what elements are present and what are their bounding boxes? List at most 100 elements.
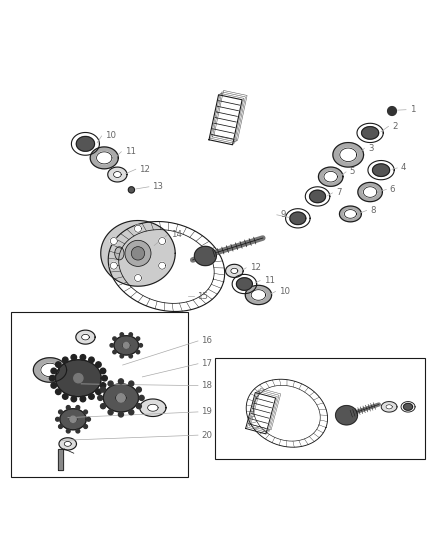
Text: 17: 17 <box>201 359 212 368</box>
Circle shape <box>56 389 61 394</box>
Circle shape <box>84 425 88 429</box>
Polygon shape <box>64 441 71 446</box>
Polygon shape <box>81 334 89 340</box>
Circle shape <box>131 247 145 260</box>
Circle shape <box>134 274 141 281</box>
Polygon shape <box>90 147 118 169</box>
Polygon shape <box>101 221 175 286</box>
Bar <box>215 359 425 459</box>
Polygon shape <box>388 107 396 115</box>
Circle shape <box>51 383 57 388</box>
Text: 8: 8 <box>370 206 376 215</box>
Circle shape <box>100 383 106 388</box>
Circle shape <box>80 396 86 402</box>
Polygon shape <box>96 152 112 164</box>
Circle shape <box>129 333 132 336</box>
Text: 7: 7 <box>336 189 342 197</box>
Circle shape <box>108 381 113 386</box>
Polygon shape <box>403 403 413 410</box>
Circle shape <box>125 240 151 266</box>
Circle shape <box>113 337 116 341</box>
Circle shape <box>117 394 125 402</box>
Ellipse shape <box>115 247 124 260</box>
Circle shape <box>63 394 68 399</box>
Circle shape <box>66 406 70 409</box>
Circle shape <box>100 387 106 392</box>
Polygon shape <box>290 212 306 224</box>
Circle shape <box>98 395 103 400</box>
Circle shape <box>59 410 62 414</box>
Polygon shape <box>340 148 357 161</box>
Text: 4: 4 <box>401 164 406 173</box>
Circle shape <box>136 350 140 354</box>
Polygon shape <box>373 164 390 176</box>
Polygon shape <box>339 206 361 222</box>
Polygon shape <box>103 384 138 412</box>
Circle shape <box>49 375 55 381</box>
Polygon shape <box>336 406 357 425</box>
Polygon shape <box>237 278 252 290</box>
Polygon shape <box>251 289 265 300</box>
Text: 11: 11 <box>125 147 136 156</box>
Circle shape <box>70 416 76 423</box>
Text: 12: 12 <box>139 165 150 174</box>
Polygon shape <box>231 268 238 273</box>
Circle shape <box>129 354 132 358</box>
Circle shape <box>88 357 94 362</box>
Text: 11: 11 <box>264 276 275 285</box>
Circle shape <box>108 410 113 415</box>
Circle shape <box>71 354 77 360</box>
Polygon shape <box>33 358 67 382</box>
Circle shape <box>88 394 94 399</box>
Polygon shape <box>344 209 357 219</box>
Polygon shape <box>358 182 382 201</box>
Circle shape <box>87 417 90 421</box>
Circle shape <box>63 357 68 362</box>
Circle shape <box>84 410 88 414</box>
Polygon shape <box>324 172 337 182</box>
Polygon shape <box>76 330 95 344</box>
Text: 10: 10 <box>105 132 116 141</box>
Polygon shape <box>140 399 166 416</box>
Circle shape <box>56 362 61 367</box>
Circle shape <box>95 389 101 394</box>
Bar <box>11 312 188 477</box>
Circle shape <box>76 406 80 409</box>
Polygon shape <box>194 246 216 265</box>
Polygon shape <box>128 187 134 193</box>
Polygon shape <box>76 136 95 151</box>
Text: 10: 10 <box>279 287 290 296</box>
Circle shape <box>74 374 83 383</box>
Circle shape <box>56 417 60 421</box>
Polygon shape <box>148 404 158 411</box>
Polygon shape <box>60 409 86 430</box>
Circle shape <box>71 396 77 402</box>
Circle shape <box>100 403 106 409</box>
Polygon shape <box>58 449 63 470</box>
Circle shape <box>80 354 86 360</box>
Text: 14: 14 <box>171 230 182 239</box>
Circle shape <box>136 337 140 341</box>
Circle shape <box>129 410 134 415</box>
Circle shape <box>113 350 116 354</box>
Polygon shape <box>108 167 127 182</box>
Polygon shape <box>114 336 138 355</box>
Polygon shape <box>59 438 77 450</box>
Circle shape <box>102 375 107 381</box>
Text: 6: 6 <box>390 185 396 194</box>
Polygon shape <box>318 167 343 187</box>
Polygon shape <box>41 363 59 377</box>
Circle shape <box>129 381 134 386</box>
Text: 1: 1 <box>410 105 415 114</box>
Circle shape <box>51 368 57 374</box>
Polygon shape <box>310 190 325 203</box>
Text: 13: 13 <box>152 182 163 191</box>
Text: 9: 9 <box>280 211 286 219</box>
Polygon shape <box>364 187 377 197</box>
Polygon shape <box>333 142 364 167</box>
Text: 20: 20 <box>201 431 212 440</box>
Text: 12: 12 <box>250 263 261 272</box>
Circle shape <box>66 429 70 433</box>
Circle shape <box>120 354 124 358</box>
Circle shape <box>110 238 117 245</box>
